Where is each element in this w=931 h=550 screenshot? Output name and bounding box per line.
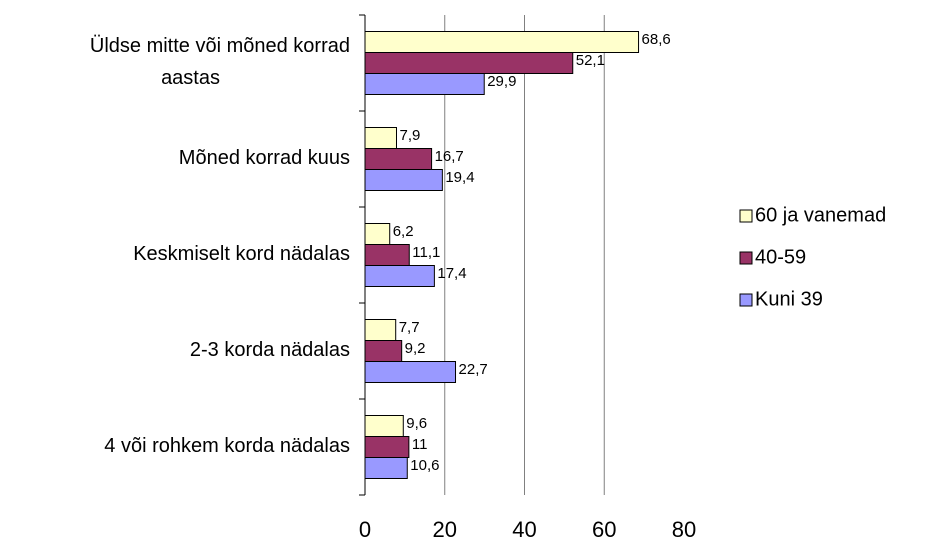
bar xyxy=(364,340,403,362)
bar xyxy=(364,52,574,74)
value-label: 19,4 xyxy=(445,169,474,186)
legend-label: 40-59 xyxy=(755,246,806,268)
value-label: 16,7 xyxy=(435,148,464,165)
legend-label: Kuni 39 xyxy=(755,288,823,310)
bar xyxy=(364,415,404,437)
x-tick-label: 60 xyxy=(592,517,616,542)
y-tick-label: 4 või rohkem korda nädalas xyxy=(104,435,350,457)
label-line: Üldse mitte või mõned korrad xyxy=(90,35,350,57)
value-label: 9,6 xyxy=(406,415,427,432)
y-tick-label: 2-3 korda nädalas xyxy=(190,339,350,361)
label-line: 2-3 korda nädalas xyxy=(190,339,350,361)
y-tick-label: Mõned korrad kuus xyxy=(179,147,350,169)
x-tick-label: 40 xyxy=(512,517,536,542)
bar xyxy=(364,244,410,266)
label-line: Mõned korrad kuus xyxy=(179,147,350,169)
value-label: 29,9 xyxy=(487,73,516,90)
x-tick-label: 20 xyxy=(433,517,457,542)
value-label: 52,1 xyxy=(576,52,605,69)
y-tick-label: Keskmiselt kord nädalas xyxy=(133,243,350,265)
legend-swatch xyxy=(739,293,753,307)
bar xyxy=(364,148,433,170)
x-tick-label: 80 xyxy=(672,517,696,542)
value-label: 9,2 xyxy=(405,340,426,357)
bar xyxy=(364,457,408,479)
value-label: 6,2 xyxy=(393,223,414,240)
bar xyxy=(364,127,398,149)
legend-label: 60 ja vanemad xyxy=(755,204,886,226)
bar xyxy=(364,31,640,53)
value-label: 17,4 xyxy=(437,265,466,282)
value-label: 11 xyxy=(412,436,428,453)
y-tick-label: Üldse mitte või mõned korrad aastas xyxy=(90,35,350,89)
legend-swatch xyxy=(739,251,753,265)
value-label: 7,9 xyxy=(400,127,421,144)
value-label: 68,6 xyxy=(642,31,671,48)
bar xyxy=(364,223,391,245)
x-tick-label: 0 xyxy=(359,517,371,542)
bar xyxy=(364,169,443,191)
value-label: 11,1 xyxy=(412,244,440,261)
bar xyxy=(364,73,485,95)
label-line: aastas xyxy=(161,67,220,89)
legend-swatch xyxy=(739,209,753,223)
bar xyxy=(364,319,397,341)
bar xyxy=(364,436,410,458)
value-label: 22,7 xyxy=(459,361,488,378)
value-label: 7,7 xyxy=(399,319,420,336)
bar xyxy=(364,265,435,287)
label-line: 4 või rohkem korda nädalas xyxy=(104,435,350,457)
bar xyxy=(364,361,457,383)
label-line: Keskmiselt kord nädalas xyxy=(133,243,350,265)
value-label: 10,6 xyxy=(410,457,439,474)
